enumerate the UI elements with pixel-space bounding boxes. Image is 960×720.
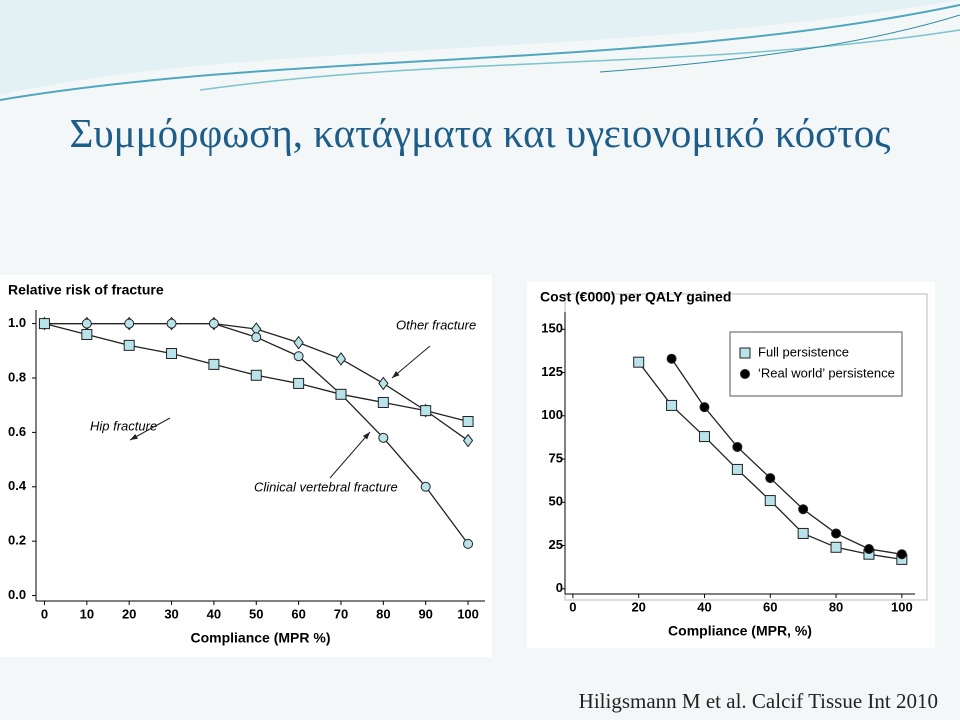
y-tick-label: 0.8 <box>8 369 26 384</box>
x-axis-title: Compliance (MPR %) <box>190 630 330 646</box>
chart-title: Relative risk of fracture <box>8 282 164 298</box>
series-line <box>44 322 469 545</box>
x-tick-label: 10 <box>80 606 94 621</box>
marker <box>462 416 474 428</box>
y-tick-label: 0.6 <box>8 424 26 439</box>
marker <box>420 405 432 417</box>
y-tick-label: 125 <box>541 364 563 379</box>
chart-title: Cost (€000) per QALY gained <box>540 289 731 305</box>
legend-label: ‘Real world’ persistence <box>758 365 895 380</box>
x-tick-label: 80 <box>376 606 390 621</box>
marker <box>830 541 842 553</box>
marker <box>250 369 262 381</box>
y-tick-label: 0.0 <box>8 587 26 602</box>
marker <box>123 339 135 351</box>
x-tick-label: 100 <box>891 599 913 614</box>
annotation: Other fracture <box>396 317 476 332</box>
annotation-arrow <box>129 417 171 441</box>
marker <box>166 318 177 329</box>
y-tick-label: 0.4 <box>8 478 27 493</box>
marker <box>335 388 347 400</box>
marker <box>293 377 305 389</box>
marker <box>699 402 710 413</box>
marker <box>740 369 750 379</box>
citation: Hiligsmann M et al. Calcif Tissue Int 20… <box>578 689 938 713</box>
marker <box>38 318 50 330</box>
swoosh-line <box>599 14 960 73</box>
legend-label: Full persistence <box>758 344 849 359</box>
y-tick-label: 0.2 <box>8 533 26 548</box>
arrow-head <box>392 371 400 378</box>
marker <box>293 351 304 362</box>
x-tick-label: 0 <box>569 599 576 614</box>
y-tick-label: 75 <box>549 450 563 465</box>
marker <box>81 328 93 340</box>
x-tick-label: 70 <box>334 606 348 621</box>
marker <box>166 348 178 360</box>
marker <box>124 318 135 329</box>
arrow-head <box>130 433 138 440</box>
marker <box>420 481 431 492</box>
slide-title: Συμμόρφωση, κατάγματα και υγειονομικό κό… <box>69 110 891 156</box>
y-tick-label: 0 <box>556 580 563 595</box>
marker <box>378 432 389 443</box>
marker <box>666 353 677 364</box>
series-line <box>671 358 902 555</box>
x-tick-label: 60 <box>763 599 777 614</box>
marker <box>633 356 645 368</box>
x-tick-label: 90 <box>418 606 432 621</box>
annotation: Clinical vertebral fracture <box>254 479 398 494</box>
marker <box>798 504 809 515</box>
swoosh-line <box>0 4 960 101</box>
marker <box>896 549 907 560</box>
marker <box>293 335 304 350</box>
x-tick-label: 100 <box>457 606 479 621</box>
marker <box>462 433 474 448</box>
annotation-arrow <box>391 345 431 379</box>
x-axis-title: Compliance (MPR, %) <box>668 623 812 639</box>
marker <box>731 463 743 475</box>
marker <box>208 358 220 370</box>
x-tick-label: 50 <box>249 606 263 621</box>
arrow-head <box>362 432 370 440</box>
x-tick-label: 20 <box>631 599 645 614</box>
x-tick-label: 40 <box>207 606 221 621</box>
marker <box>764 495 776 507</box>
annotation: Hip fracture <box>90 418 157 433</box>
y-tick-label: 1.0 <box>8 315 26 330</box>
marker <box>698 431 710 443</box>
x-tick-label: 40 <box>697 599 711 614</box>
marker <box>739 347 751 359</box>
marker <box>463 538 474 549</box>
y-tick-label: 100 <box>541 407 563 422</box>
x-tick-label: 80 <box>829 599 843 614</box>
marker <box>251 332 262 343</box>
y-tick-label: 150 <box>541 321 563 336</box>
x-tick-label: 30 <box>164 606 178 621</box>
x-tick-label: 60 <box>291 606 305 621</box>
x-tick-label: 20 <box>122 606 136 621</box>
marker <box>208 318 219 329</box>
marker <box>666 399 678 411</box>
swoosh-line <box>199 29 960 91</box>
annotation-arrow <box>329 431 371 479</box>
marker <box>797 527 809 539</box>
marker <box>831 528 842 539</box>
marker <box>765 473 776 484</box>
marker <box>377 396 389 408</box>
marker <box>732 441 743 452</box>
marker <box>335 352 347 366</box>
swoosh <box>0 0 960 95</box>
marker <box>378 376 389 391</box>
marker <box>81 318 92 329</box>
y-tick-label: 50 <box>549 494 563 509</box>
y-tick-label: 25 <box>549 537 563 552</box>
marker <box>863 544 874 555</box>
legend-box <box>729 331 903 397</box>
x-tick-label: 0 <box>41 606 48 621</box>
